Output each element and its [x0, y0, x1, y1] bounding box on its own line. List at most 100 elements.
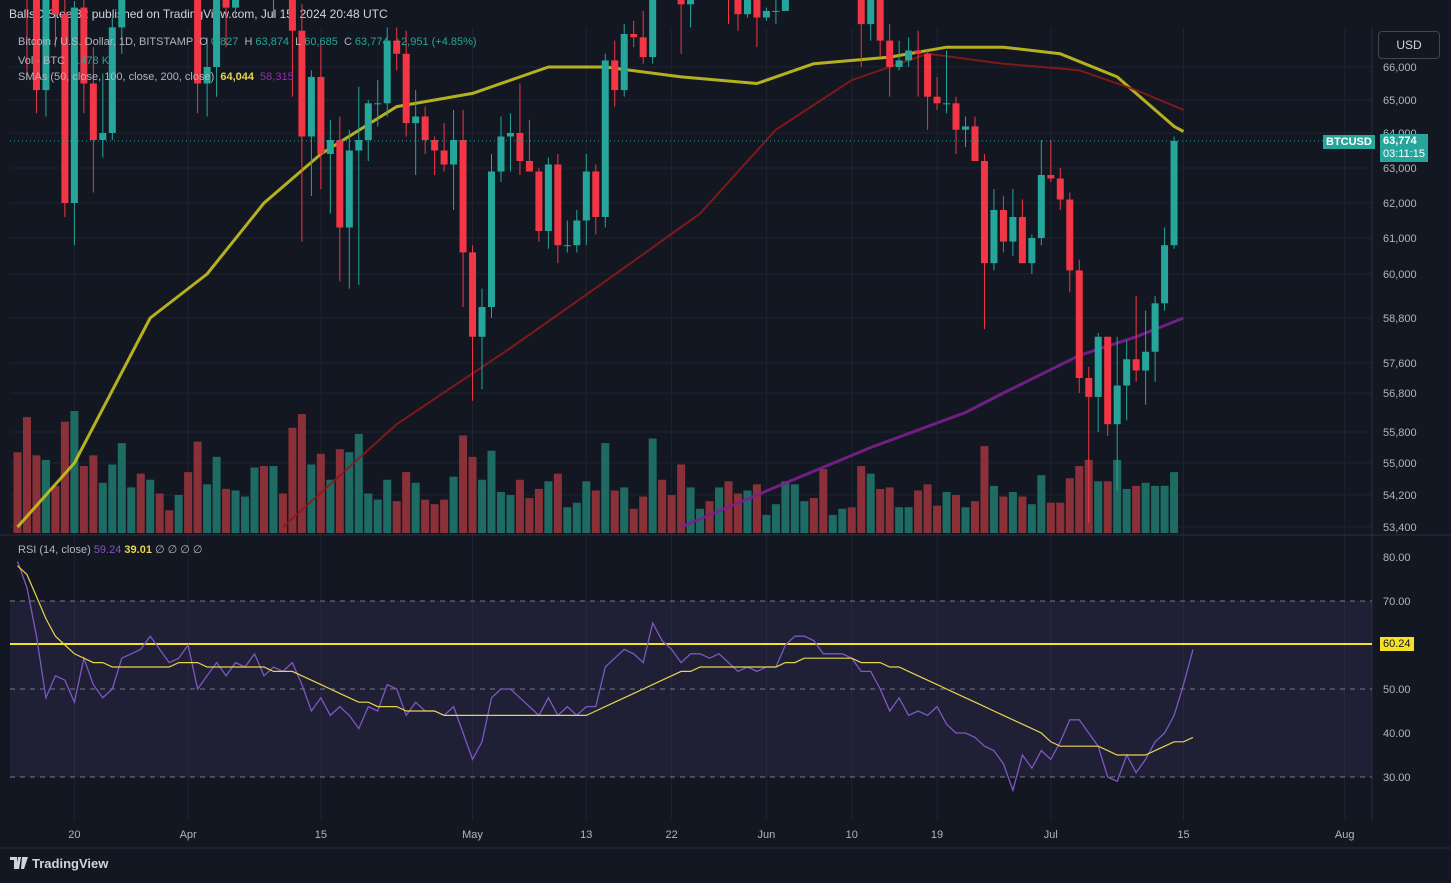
candle-body	[525, 161, 533, 172]
sma-legend: SMAs (50, close, 100, close, 200, close)…	[18, 71, 297, 83]
candle-body	[232, 0, 240, 8]
volume-bar	[222, 488, 231, 533]
volume-bar	[193, 441, 202, 533]
volume-bar	[866, 473, 875, 533]
volume-bar	[1056, 502, 1065, 533]
open-value: 0,827	[210, 36, 239, 48]
time-tick-label: 10	[846, 829, 858, 841]
candle-body	[402, 53, 410, 124]
volume-bar	[553, 473, 562, 533]
candle-body	[61, 14, 69, 204]
volume-bar	[1065, 478, 1074, 533]
volume-bar	[885, 487, 894, 533]
volume-bar	[108, 464, 117, 533]
price-tick-label: 61,000	[1383, 233, 1417, 245]
time-tick-label: 22	[665, 829, 677, 841]
volume-bar	[383, 479, 392, 533]
volume-bar	[335, 449, 344, 533]
sma50-value: 64,044	[220, 71, 254, 83]
candle-body	[393, 40, 401, 54]
high-value: 63,874	[255, 36, 290, 48]
volume-bar	[127, 487, 136, 533]
candlesticks	[10, 0, 1372, 523]
volume-bar	[326, 479, 335, 533]
volume-bar	[610, 490, 619, 533]
candle-body	[876, 0, 884, 41]
volume-bar	[146, 479, 155, 533]
close-label: C	[343, 36, 352, 48]
brand-text: TradingView	[32, 856, 109, 871]
candle-body	[905, 50, 913, 61]
rsi-legend: RSI (14, close) 59.24 39.01 ∅ ∅ ∅ ∅	[18, 543, 203, 556]
candle-body	[326, 140, 334, 154]
candle-body	[32, 0, 40, 91]
candle-body	[1094, 336, 1102, 397]
candle-body	[222, 0, 230, 8]
close-value: 63,774	[354, 36, 389, 48]
candle-body	[1009, 217, 1017, 242]
candle-body	[649, 0, 657, 58]
price-tick-label: 60,000	[1383, 269, 1417, 281]
volume-bar	[373, 499, 382, 533]
rsi-extras: ∅ ∅ ∅ ∅	[155, 544, 203, 556]
candle-body	[762, 10, 770, 18]
volume-bar	[117, 443, 126, 533]
symbol-name[interactable]: Bitcoin / U.S. Dollar, 1D, BITSTAMP	[18, 36, 194, 48]
candle-body	[336, 140, 344, 228]
volume-bars	[13, 411, 1179, 533]
rsi-ma-line	[17, 565, 1194, 756]
volume-bar	[677, 464, 686, 533]
candle-body	[118, 0, 126, 28]
sma-label[interactable]: SMAs (50, close, 100, close, 200, close)	[18, 71, 215, 83]
tradingview-logo[interactable]: TradingView	[10, 856, 108, 871]
volume-bar	[184, 472, 193, 533]
sma200-line	[680, 316, 1185, 529]
price-tick-label: 54,200	[1383, 490, 1417, 502]
price-tick-label: 65,000	[1383, 95, 1417, 107]
sma-lines	[16, 45, 1185, 529]
candle-body	[924, 53, 932, 97]
volume-bar	[364, 493, 373, 533]
candle-body	[1104, 336, 1112, 425]
volume-bar	[459, 435, 468, 533]
volume-bar	[933, 505, 942, 533]
volume-bar	[155, 493, 164, 533]
candle-body	[51, 0, 59, 15]
volume-bar	[487, 450, 496, 533]
volume-bar	[999, 496, 1008, 533]
price-tick-label: 55,000	[1383, 458, 1417, 470]
price-tick-label: 63,000	[1383, 163, 1417, 175]
open-label: O	[199, 36, 208, 48]
currency-button[interactable]: USD	[1378, 31, 1440, 59]
rsi-tick-label: 40.00	[1383, 728, 1411, 740]
volume-label[interactable]: Vol · BTC	[18, 55, 66, 67]
volume-bar	[980, 446, 989, 533]
rsi-ma-value: 39.01	[124, 544, 152, 556]
volume-bar	[231, 490, 240, 533]
candle-body	[108, 27, 116, 133]
rsi-label[interactable]: RSI (14, close)	[18, 544, 91, 556]
volume-bar	[13, 452, 22, 533]
volume-bar	[203, 484, 212, 533]
candle-body	[1028, 238, 1036, 264]
candle-body	[544, 164, 552, 231]
volume-bar	[354, 433, 363, 533]
time-tick-label: May	[462, 829, 483, 841]
volume-bar	[288, 427, 297, 533]
price-tick-label: 58,800	[1383, 313, 1417, 325]
volume-bar	[1103, 481, 1112, 533]
rsi-tick-label: 80.00	[1383, 552, 1411, 564]
volume-bar	[250, 467, 259, 533]
rsi-pane	[10, 561, 1372, 793]
candle-body	[554, 164, 562, 246]
candle-body	[516, 133, 524, 161]
volume-bar	[800, 501, 809, 533]
volume-bar	[601, 443, 610, 533]
candle-body	[355, 140, 363, 151]
candle-body	[450, 140, 458, 165]
volume-bar	[563, 507, 572, 533]
candle-body	[753, 0, 761, 18]
volume-bar	[1037, 475, 1046, 533]
volume-bar	[876, 488, 885, 533]
